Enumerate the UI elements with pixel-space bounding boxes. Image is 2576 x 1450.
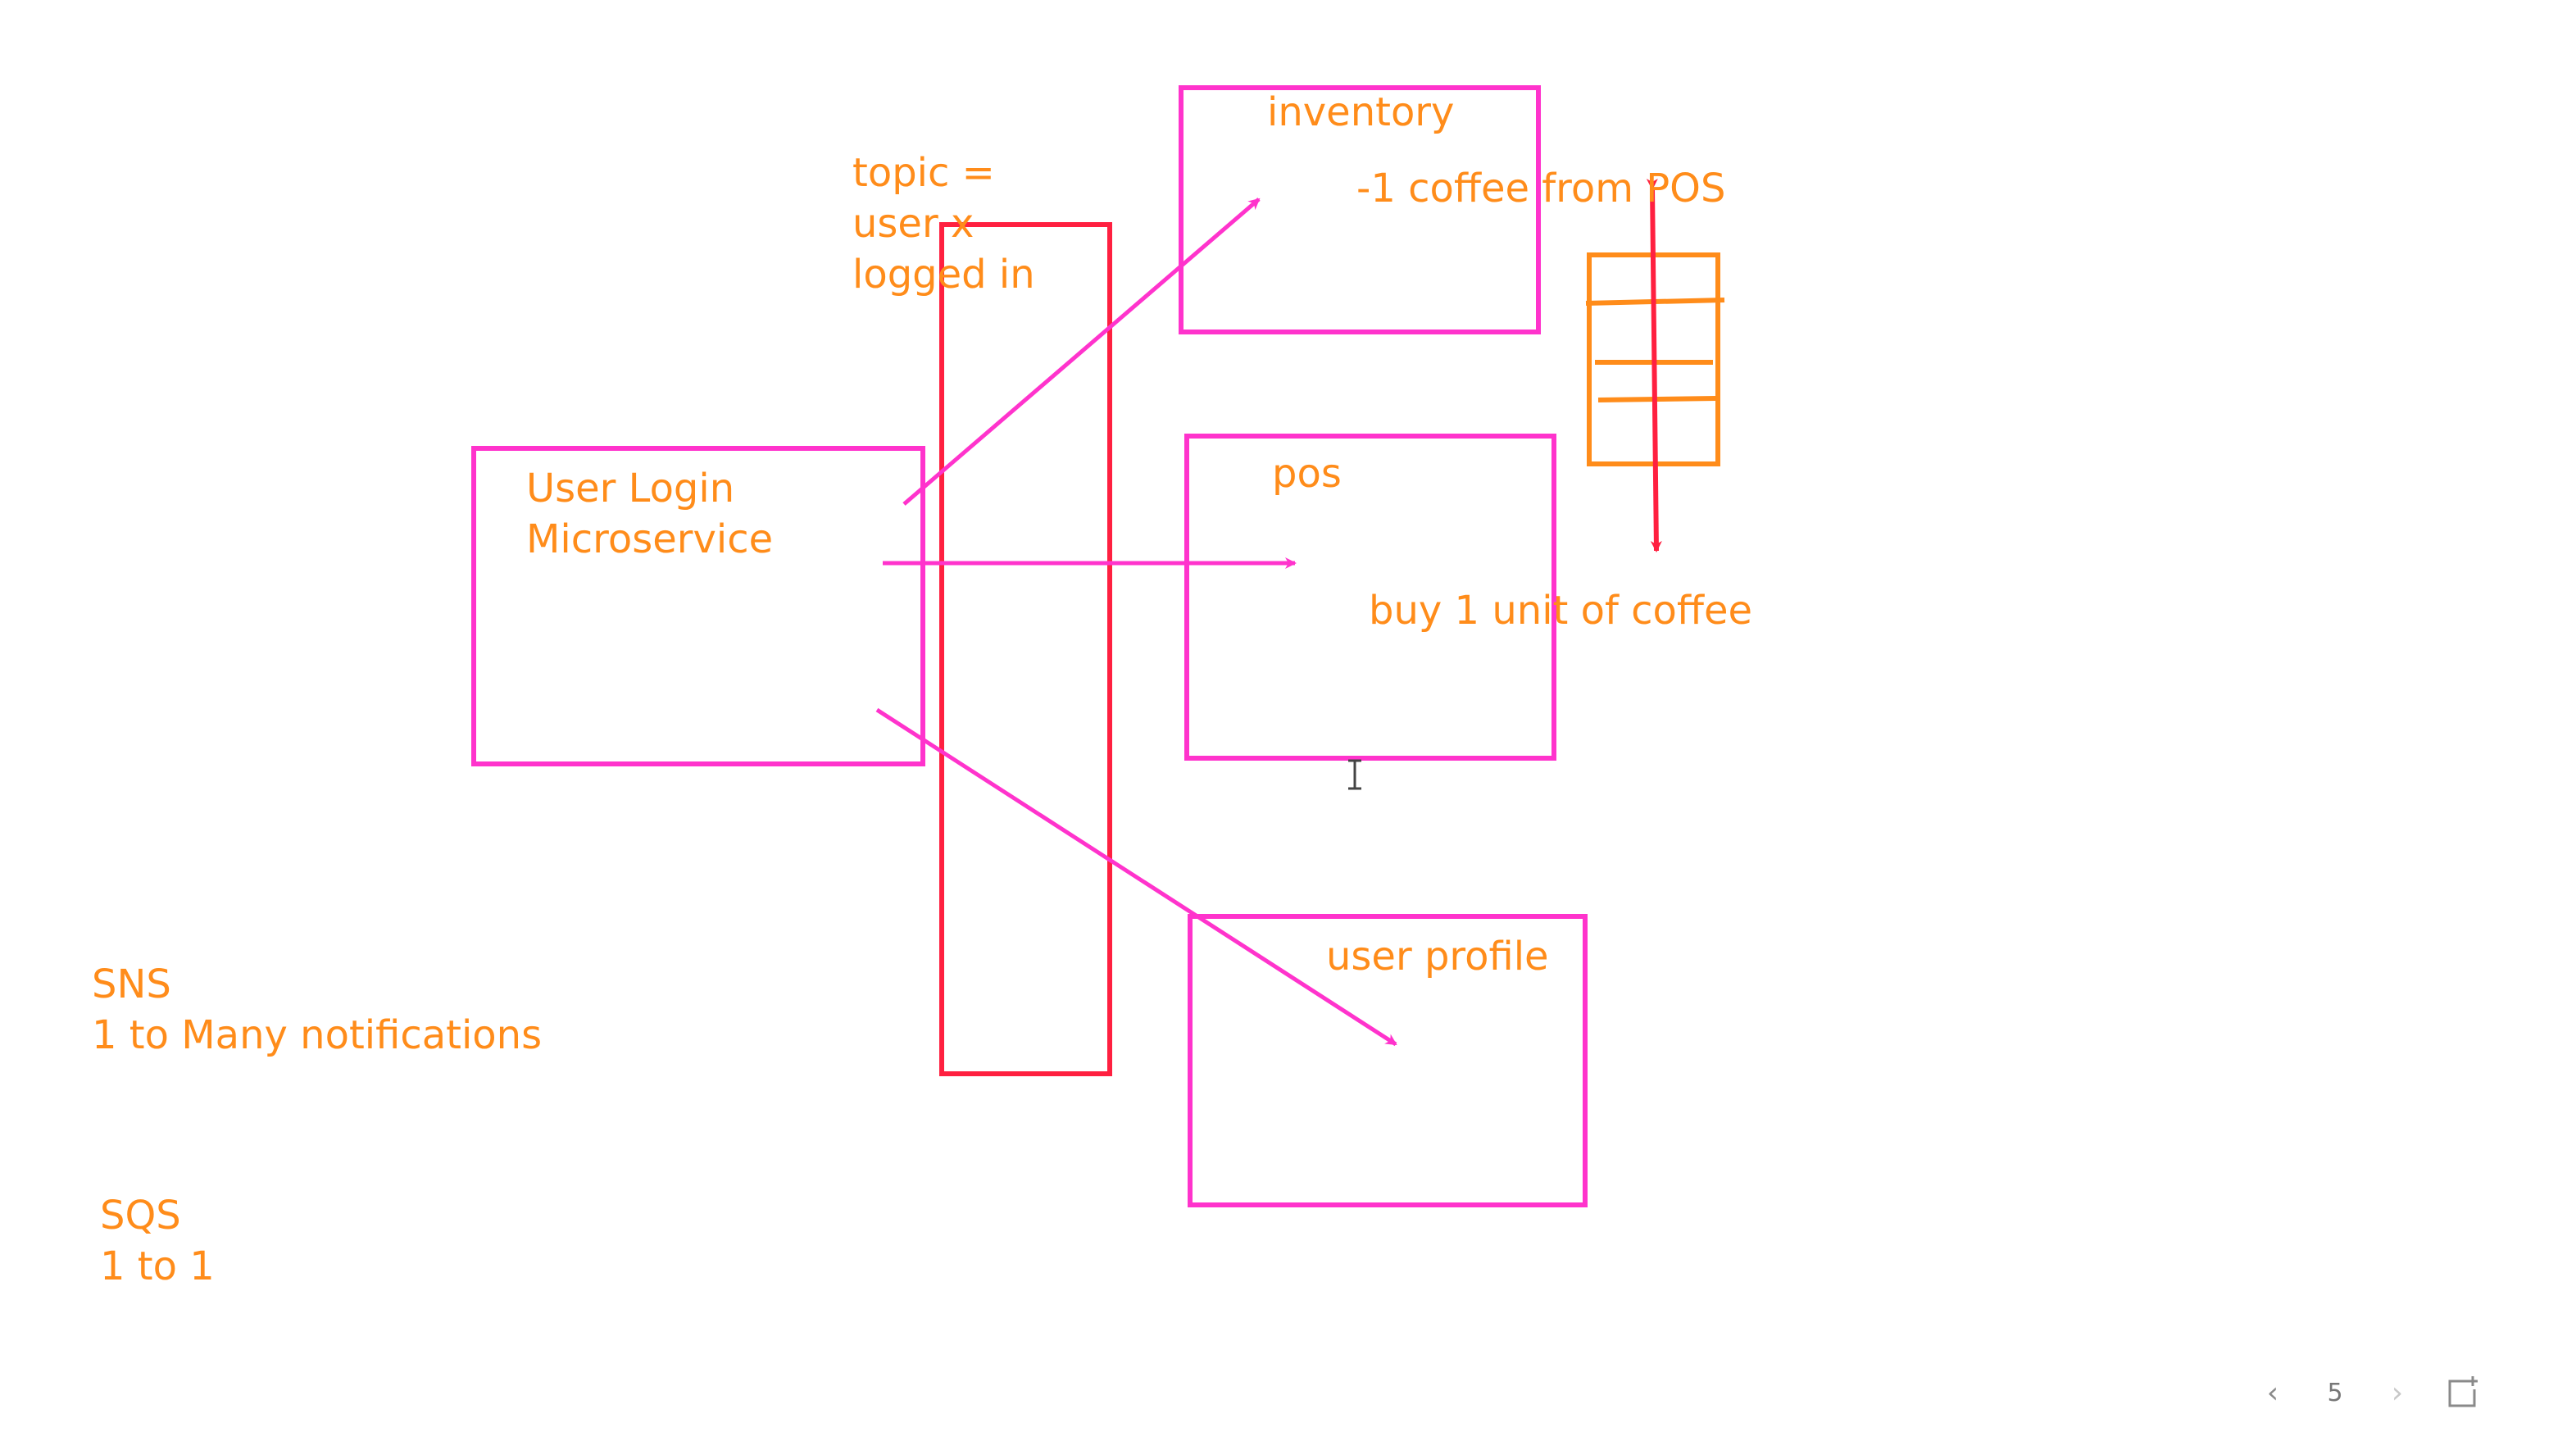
sns-note: SNS 1 to Many notifications [92,961,543,1058]
inventory-box[interactable] [1179,85,1541,334]
user-login-label: User Login Microservice [526,466,774,562]
topic-box[interactable] [939,222,1112,1076]
inventory-note: -1 coffee from POS [1356,166,1726,211]
topic-label: topic = user x logged in [852,150,1035,298]
queue-double-arrow[interactable] [1646,178,1662,552]
arrow-to-inventory[interactable] [902,198,1261,506]
sqs-note: SQS 1 to 1 [100,1193,215,1289]
text-cursor-icon [1348,759,1361,790]
chevron-left-icon[interactable]: ‹ [2266,1375,2279,1410]
user-login-box[interactable] [471,446,925,766]
add-page-icon[interactable] [2438,1368,2487,1417]
user-profile-box[interactable] [1188,914,1588,1207]
pos-note: buy 1 unit of coffee [1369,588,1753,634]
pos-box[interactable] [1184,434,1556,761]
arrow-to-user-profile[interactable] [875,707,1397,1047]
chevron-right-icon[interactable]: › [2391,1375,2404,1410]
page-navigation: ‹ 5 › [2248,1360,2576,1450]
inventory-label: inventory [1267,89,1455,135]
pos-label: pos [1272,451,1342,497]
user-profile-label: user profile [1326,934,1549,980]
page-number: 5 [2327,1378,2343,1407]
